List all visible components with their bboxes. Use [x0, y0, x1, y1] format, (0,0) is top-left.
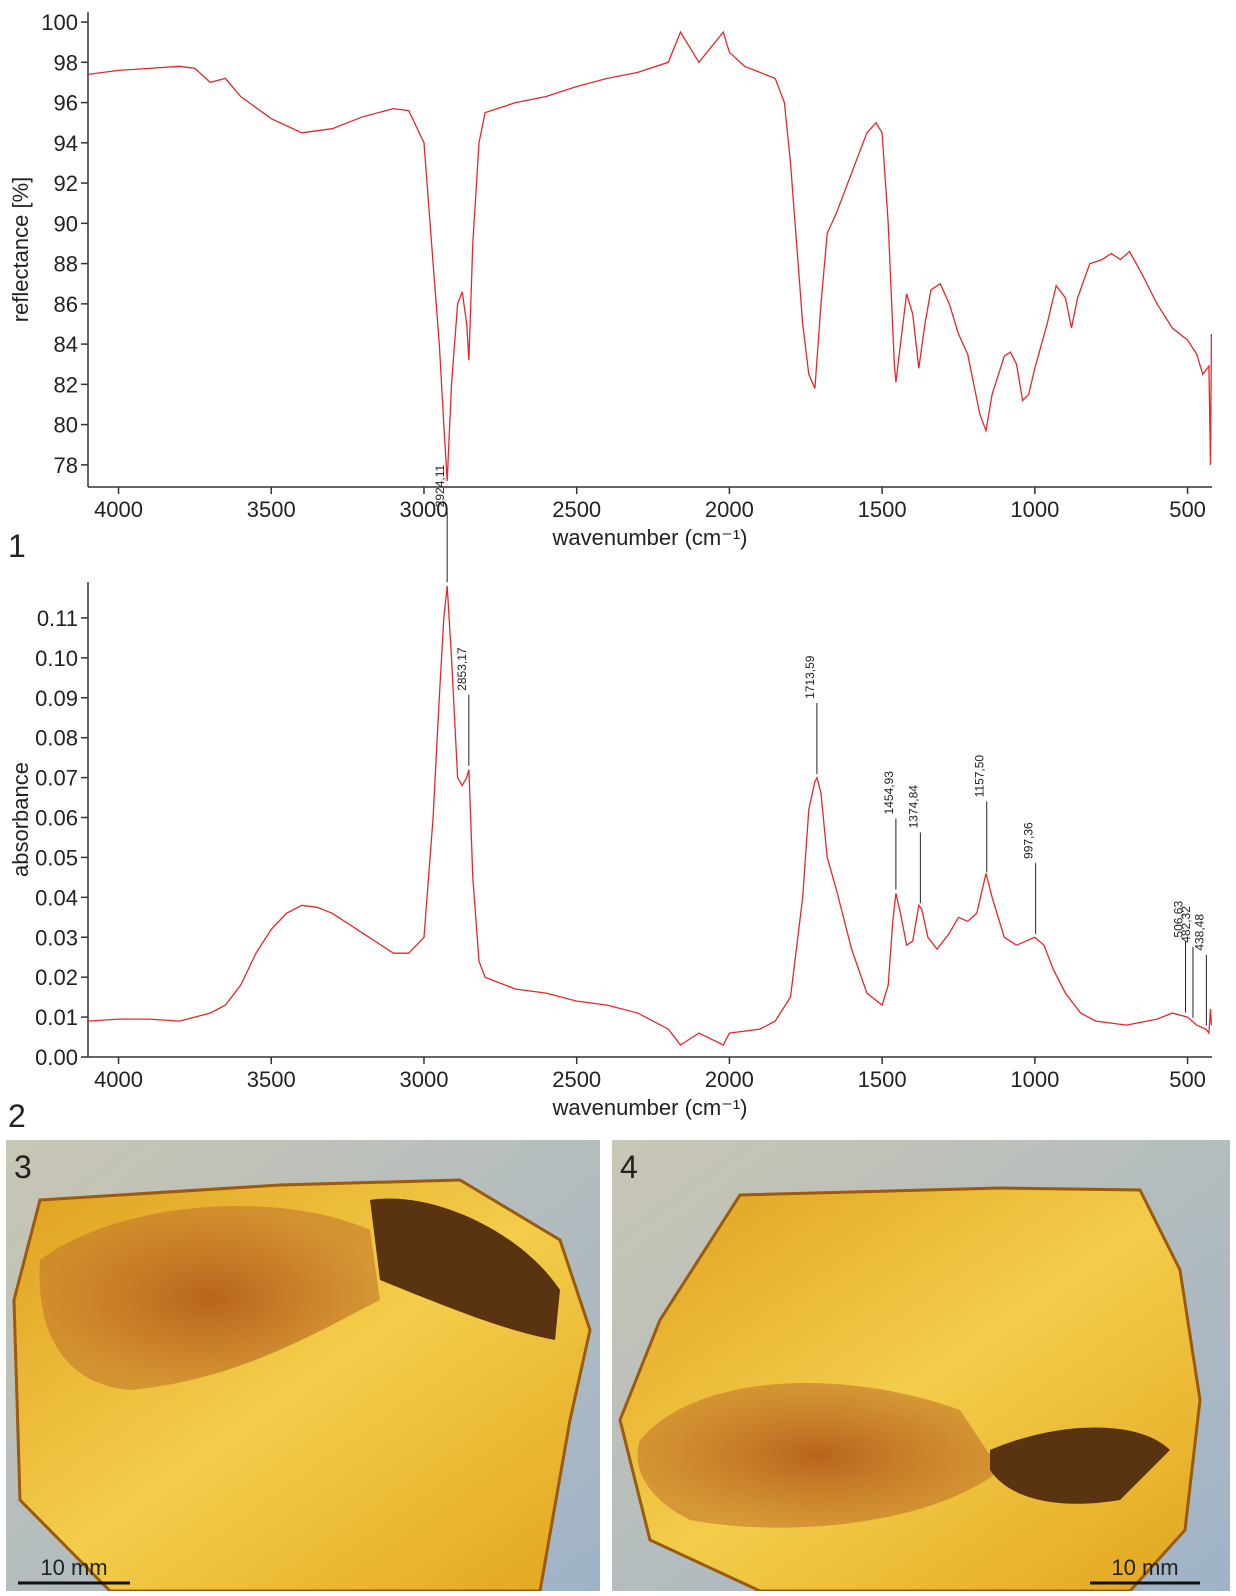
y-tick-label: 80 — [54, 413, 78, 438]
inclusion-wing — [990, 1427, 1170, 1504]
y-tick-label: 0.10 — [35, 646, 78, 671]
y-tick-label: 0.09 — [35, 686, 78, 711]
x-tick-label: 2500 — [552, 497, 601, 522]
spectrum-line — [87, 585, 1213, 1046]
x-tick-label: 3000 — [400, 1067, 449, 1092]
x-tick-label: 1500 — [858, 497, 907, 522]
y-tick-label: 0.06 — [35, 806, 78, 831]
x-tick-label: 3000 — [400, 497, 449, 522]
inclusion-wing — [370, 1198, 560, 1340]
y-tick-label: 88 — [54, 252, 78, 277]
x-tick-label: 4000 — [94, 497, 143, 522]
x-tick-label: 2500 — [552, 1067, 601, 1092]
scale-label: 10 mm — [1111, 1555, 1178, 1580]
panel-label: 4 — [620, 1149, 638, 1185]
x-tick-label: 2000 — [705, 1067, 754, 1092]
peak-label: 2924,11 — [433, 464, 447, 507]
inclusion — [637, 1382, 1000, 1528]
peak-label: 1157,50 — [973, 755, 987, 798]
y-tick-label: 86 — [54, 292, 78, 317]
inclusion — [39, 1206, 380, 1390]
y-tick-label: 98 — [54, 50, 78, 75]
y-tick-label: 0.08 — [35, 726, 78, 751]
y-tick-label: 100 — [41, 10, 78, 35]
peak-label: 997,36 — [1022, 822, 1036, 859]
y-tick-label: 94 — [54, 131, 78, 156]
x-tick-label: 1000 — [1010, 1067, 1059, 1092]
x-axis-label: wavenumber (cm⁻¹) — [552, 1095, 748, 1120]
peak-label: 2853,17 — [455, 647, 469, 691]
spectrum-line — [87, 30, 1213, 482]
y-tick-label: 82 — [54, 372, 78, 397]
panel-label: 2 — [8, 1098, 26, 1134]
x-tick-label: 1000 — [1010, 497, 1059, 522]
panel-label: 3 — [14, 1149, 32, 1185]
y-tick-label: 0.04 — [35, 885, 78, 910]
y-tick-label: 0.03 — [35, 925, 78, 950]
x-tick-label: 500 — [1169, 1067, 1206, 1092]
x-axis-label: wavenumber (cm⁻¹) — [552, 525, 748, 550]
peak-label: 438,48 — [1192, 914, 1206, 951]
y-tick-label: 96 — [54, 91, 78, 116]
peak-label: 506,63 — [1172, 901, 1186, 938]
amber-piece — [618, 1186, 1202, 1593]
peak-label: 1374,84 — [906, 785, 920, 829]
y-tick-label: 0.05 — [35, 845, 78, 870]
x-tick-label: 1500 — [858, 1067, 907, 1092]
y-tick-label: 84 — [54, 332, 78, 357]
panel-label: 1 — [8, 528, 26, 564]
y-tick-label: 0.11 — [37, 606, 78, 631]
photo-3: 3 10 mm — [6, 1140, 600, 1593]
y-axis-label: absorbance — [8, 762, 33, 877]
y-tick-label: 90 — [54, 211, 78, 236]
peak-label: 1454,93 — [882, 771, 896, 815]
peak-label: 1713,59 — [803, 655, 817, 699]
y-tick-label: 78 — [54, 453, 78, 478]
y-tick-label: 0.02 — [35, 965, 78, 990]
y-tick-label: 92 — [54, 171, 78, 196]
x-tick-label: 4000 — [94, 1067, 143, 1092]
x-tick-label: 500 — [1169, 497, 1206, 522]
y-tick-label: 0.01 — [35, 1005, 78, 1030]
photo-4: 4 10 mm — [612, 1140, 1230, 1593]
y-tick-label: 0.00 — [35, 1045, 78, 1070]
y-tick-label: 0.07 — [35, 766, 78, 791]
x-tick-label: 2000 — [705, 497, 754, 522]
peak-label: 482,32 — [1179, 906, 1193, 943]
x-tick-label: 3500 — [247, 1067, 296, 1092]
x-tick-label: 3500 — [247, 497, 296, 522]
scale-label: 10 mm — [40, 1555, 107, 1580]
y-axis-label: reflectance [%] — [8, 177, 33, 323]
